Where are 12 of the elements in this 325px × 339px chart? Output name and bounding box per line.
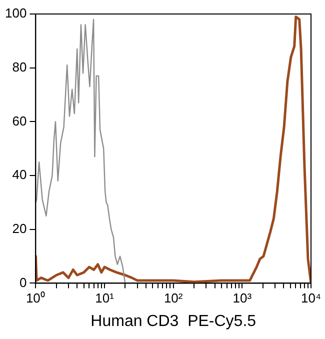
y-tick-label: 40	[12, 167, 27, 182]
x-tick-label: 10³	[232, 290, 252, 306]
x-tick-label: 10²	[164, 290, 184, 306]
y-tick-label: 100	[4, 6, 27, 21]
y-tick-label: 80	[12, 59, 27, 74]
y-tick-label: 0	[19, 274, 27, 290]
x-tick-label: 10⁴	[300, 290, 322, 306]
x-tick-label: 10¹	[95, 290, 115, 306]
y-tick-label: 20	[12, 220, 27, 236]
y-tick-label: 60	[12, 113, 27, 128]
x-tick-label: 10⁰	[26, 290, 46, 306]
x-axis-title: Human CD3 PE-Cy5.5	[90, 312, 256, 330]
